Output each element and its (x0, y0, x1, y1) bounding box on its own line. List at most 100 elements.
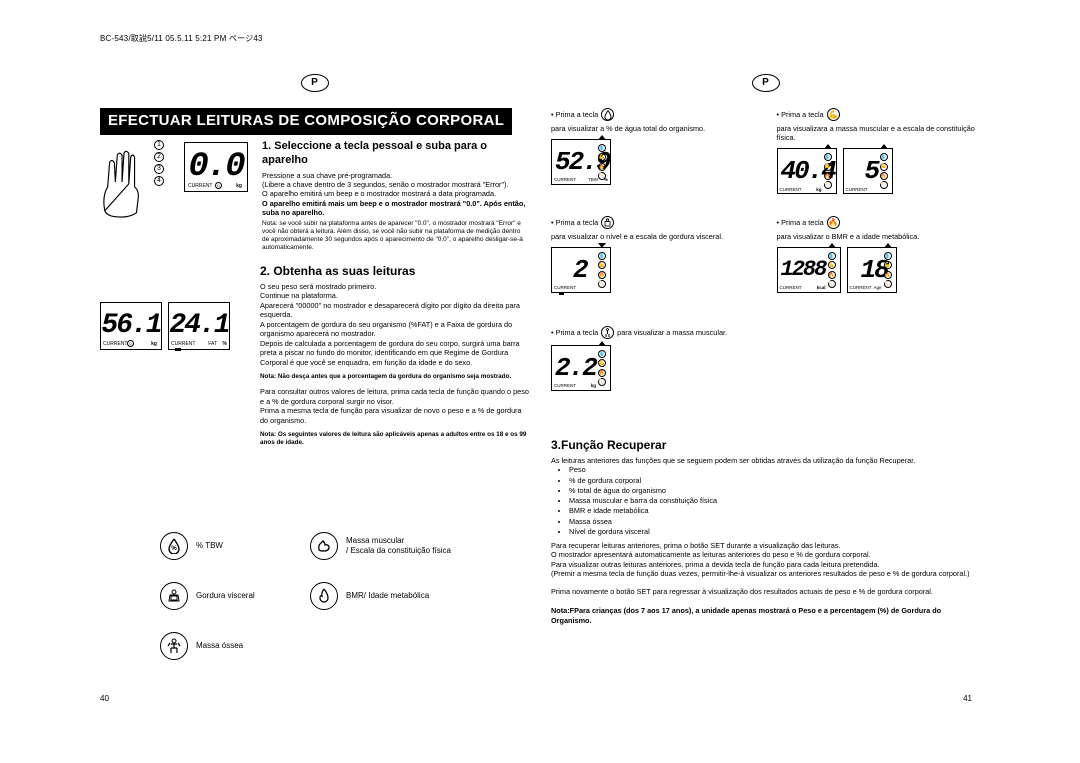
display-wrap-tbw: 52.9 💧💪🔥🦴 CURRENT TBW % (551, 139, 755, 185)
section-1: 1 2 3 4 0.0 CURRENT 0 kg 1. Seleccione a… (100, 140, 529, 252)
hand-icon (100, 142, 148, 222)
sec3-p5: Prima novamente o botão SET para regress… (551, 587, 972, 596)
section-1-title: 1. Seleccione a tecla pessoal e suba par… (262, 140, 529, 168)
right-row-2: • Prima a tecla para visualizar o nível … (551, 216, 980, 293)
page-spread: P EFECTUAR LEITURAS DE COMPOSIÇÃO CORPOR… (100, 74, 980, 714)
display-weight-value: 56.1 (101, 312, 160, 340)
sec3-p3: Para visualizar outras leituras anterior… (551, 560, 972, 569)
page-header: BC-543/取説5/11 05.5.11 5:21 PM ページ43 (100, 34, 263, 44)
display-escala: 5 💧💪🔥🦴 CURRENT (843, 148, 893, 194)
press-muscular: • Prima a tecla 💪 para visualizara a mas… (777, 108, 981, 142)
step-4: 4 (154, 176, 164, 186)
display-current-label: CURRENT (188, 183, 212, 189)
sec3-intro: As leituras anteriores das funções que s… (551, 456, 972, 465)
step-1: 1 (154, 140, 164, 150)
sec1-line4: O aparelho emitirá mais um beep e o most… (262, 199, 529, 218)
flame-icon (310, 582, 338, 610)
left-page: P EFECTUAR LEITURAS DE COMPOSIÇÃO CORPOR… (100, 74, 529, 714)
section-2-displays: 56.1 CURRENT 0 kg 24.1 CURRENT FAT % (100, 302, 230, 350)
list-item: Nível de gordura visceral (569, 527, 972, 537)
visceral-icon-small (601, 216, 614, 229)
visceral-icon (160, 582, 188, 610)
sec2-l2: Continue na plataforma. (260, 291, 529, 300)
sec1-line1: Pressione a sua chave pré-programada. (262, 171, 529, 180)
list-item: Massa óssea (569, 517, 972, 527)
legend-ossea: Massa óssea (160, 632, 310, 660)
section-2: 56.1 CURRENT 0 kg 24.1 CURRENT FAT % 2. … (100, 264, 529, 447)
sec2-note2: Nota: Os seguintes valores de leitura sã… (260, 431, 529, 447)
lbl-fat: FAT (208, 341, 217, 347)
sec3-note: Nota:FPara crianças (dos 7 aos 17 anos),… (551, 606, 972, 625)
list-item: Massa muscular e barra da constituição f… (569, 496, 972, 506)
display-wrap-muscular: 40.4 💧💪🔥🦴 CURRENT kg 5 💧💪🔥🦴 CURRENT (777, 148, 981, 194)
svg-text:%: % (171, 546, 177, 552)
col-tbw: • Prima a tecla para visualizar a % de á… (551, 108, 755, 194)
section-2-text: 2. Obtenha as suas leituras O seu peso s… (260, 264, 529, 447)
legend-bmr-text: BMR/ Idade metabólica (346, 591, 429, 601)
sec3-p1: Para recuperar leituras anteriores, prim… (551, 541, 972, 550)
drop-icon-small (601, 108, 614, 121)
list-item: BMR e idade metabólica (569, 506, 972, 516)
display-visceral-value: 2 (573, 257, 587, 283)
press-ossea: • Prima a tecla para visualizar a massa … (551, 326, 755, 339)
col-bmr: • Prima a tecla 🔥 para visualizar o BMR … (777, 216, 981, 293)
lbl-zero: 0 (127, 340, 134, 347)
display-bmr-value: 1288 (781, 259, 826, 281)
display-muscular: 40.4 💧💪🔥🦴 CURRENT kg (777, 148, 837, 194)
sec2-l4: A porcentagem de gordura do seu organism… (260, 320, 529, 339)
sec2-l6: Para consultar outros valores de leitura… (260, 387, 529, 406)
sec2-l1: O seu peso será mostrado primeiro. (260, 282, 529, 291)
col-ossea: • Prima a tecla para visualizar a massa … (551, 326, 755, 391)
fat-range-bar (175, 348, 181, 351)
bone-icon-small (601, 326, 614, 339)
sec2-l7: Prima a mesma tecla de função para visua… (260, 406, 529, 425)
bone-icon (160, 632, 188, 660)
drop-icon: % (160, 532, 188, 560)
right-row-1: • Prima a tecla para visualizar a % de á… (551, 108, 980, 194)
main-title: EFECTUAR LEITURAS DE COMPOSIÇÃO CORPORAL (100, 108, 512, 135)
triangle-indicator (598, 135, 606, 140)
legend-tbw-text: % TBW (196, 541, 223, 551)
step-numbers: 1 2 3 4 (154, 140, 164, 186)
side-icons: 💧💪🔥🦴 (598, 144, 608, 180)
legend-bmr: BMR/ Idade metabólica (310, 582, 510, 610)
flame-icon-small: 🔥 (827, 216, 840, 229)
display-weight: 56.1 CURRENT 0 kg (100, 302, 162, 350)
language-icon-p-right: P (752, 74, 780, 92)
display-zero-circle: 0 (215, 182, 222, 189)
section-3-title: 3.Função Recuperar (551, 438, 972, 453)
display-tbw: 52.9 💧💪🔥🦴 CURRENT TBW % (551, 139, 611, 185)
display-escala-value: 5 (865, 158, 879, 184)
page-number-left: 40 (100, 694, 109, 704)
legend-tbw: % % TBW (160, 532, 310, 560)
section-3: 3.Função Recuperar As leituras anteriore… (551, 438, 972, 625)
display-ossea-value: 2.2 (555, 355, 596, 381)
lbl-tbw: TBW (588, 177, 598, 183)
display-fat-value: 24.1 (169, 312, 228, 340)
press-tbw: • Prima a tecla para visualizar a % de á… (551, 108, 755, 133)
step-3: 3 (154, 164, 164, 174)
language-icon-p: P (301, 74, 329, 92)
legend-ossea-text: Massa óssea (196, 641, 243, 651)
sec1-line3: O aparelho emitirá um beep e o mostrador… (262, 189, 529, 198)
display-kg-label: kg (236, 183, 242, 189)
sec1-note: Nota: se você subir na plataforma antes … (262, 220, 529, 253)
list-item: % de gordura corporal (569, 476, 972, 486)
lbl-current: CURRENT (554, 177, 576, 183)
display-weight-zero: 0.0 CURRENT 0 kg (184, 142, 248, 192)
step-2: 2 (154, 152, 164, 162)
lbl-pct: % (223, 341, 227, 347)
sec2-l5: Depois de calculada a porcentagem de gor… (260, 339, 529, 367)
sec3-p2: O mostrador apresentará automaticamente … (551, 550, 972, 559)
display-value: 0.0 (188, 150, 243, 184)
section-2-title: 2. Obtenha as suas leituras (260, 264, 529, 279)
muscle-icon-small: 💪 (827, 108, 840, 121)
sec3-p4: (Premir a mesma tecla de função duas vez… (551, 569, 972, 578)
display-fat: 24.1 CURRENT FAT % (168, 302, 230, 350)
list-item: % total de água do organismo (569, 486, 972, 496)
legend-muscular: Massa muscular / Escala da constituição … (310, 532, 510, 560)
lbl-current: CURRENT (103, 341, 127, 347)
sec2-note1: Nota: Não desça antes que a porcentagem … (260, 373, 529, 381)
display-visceral: 2 💧💪🔥🦴 CURRENT (551, 247, 611, 293)
list-item: Peso (569, 465, 972, 475)
